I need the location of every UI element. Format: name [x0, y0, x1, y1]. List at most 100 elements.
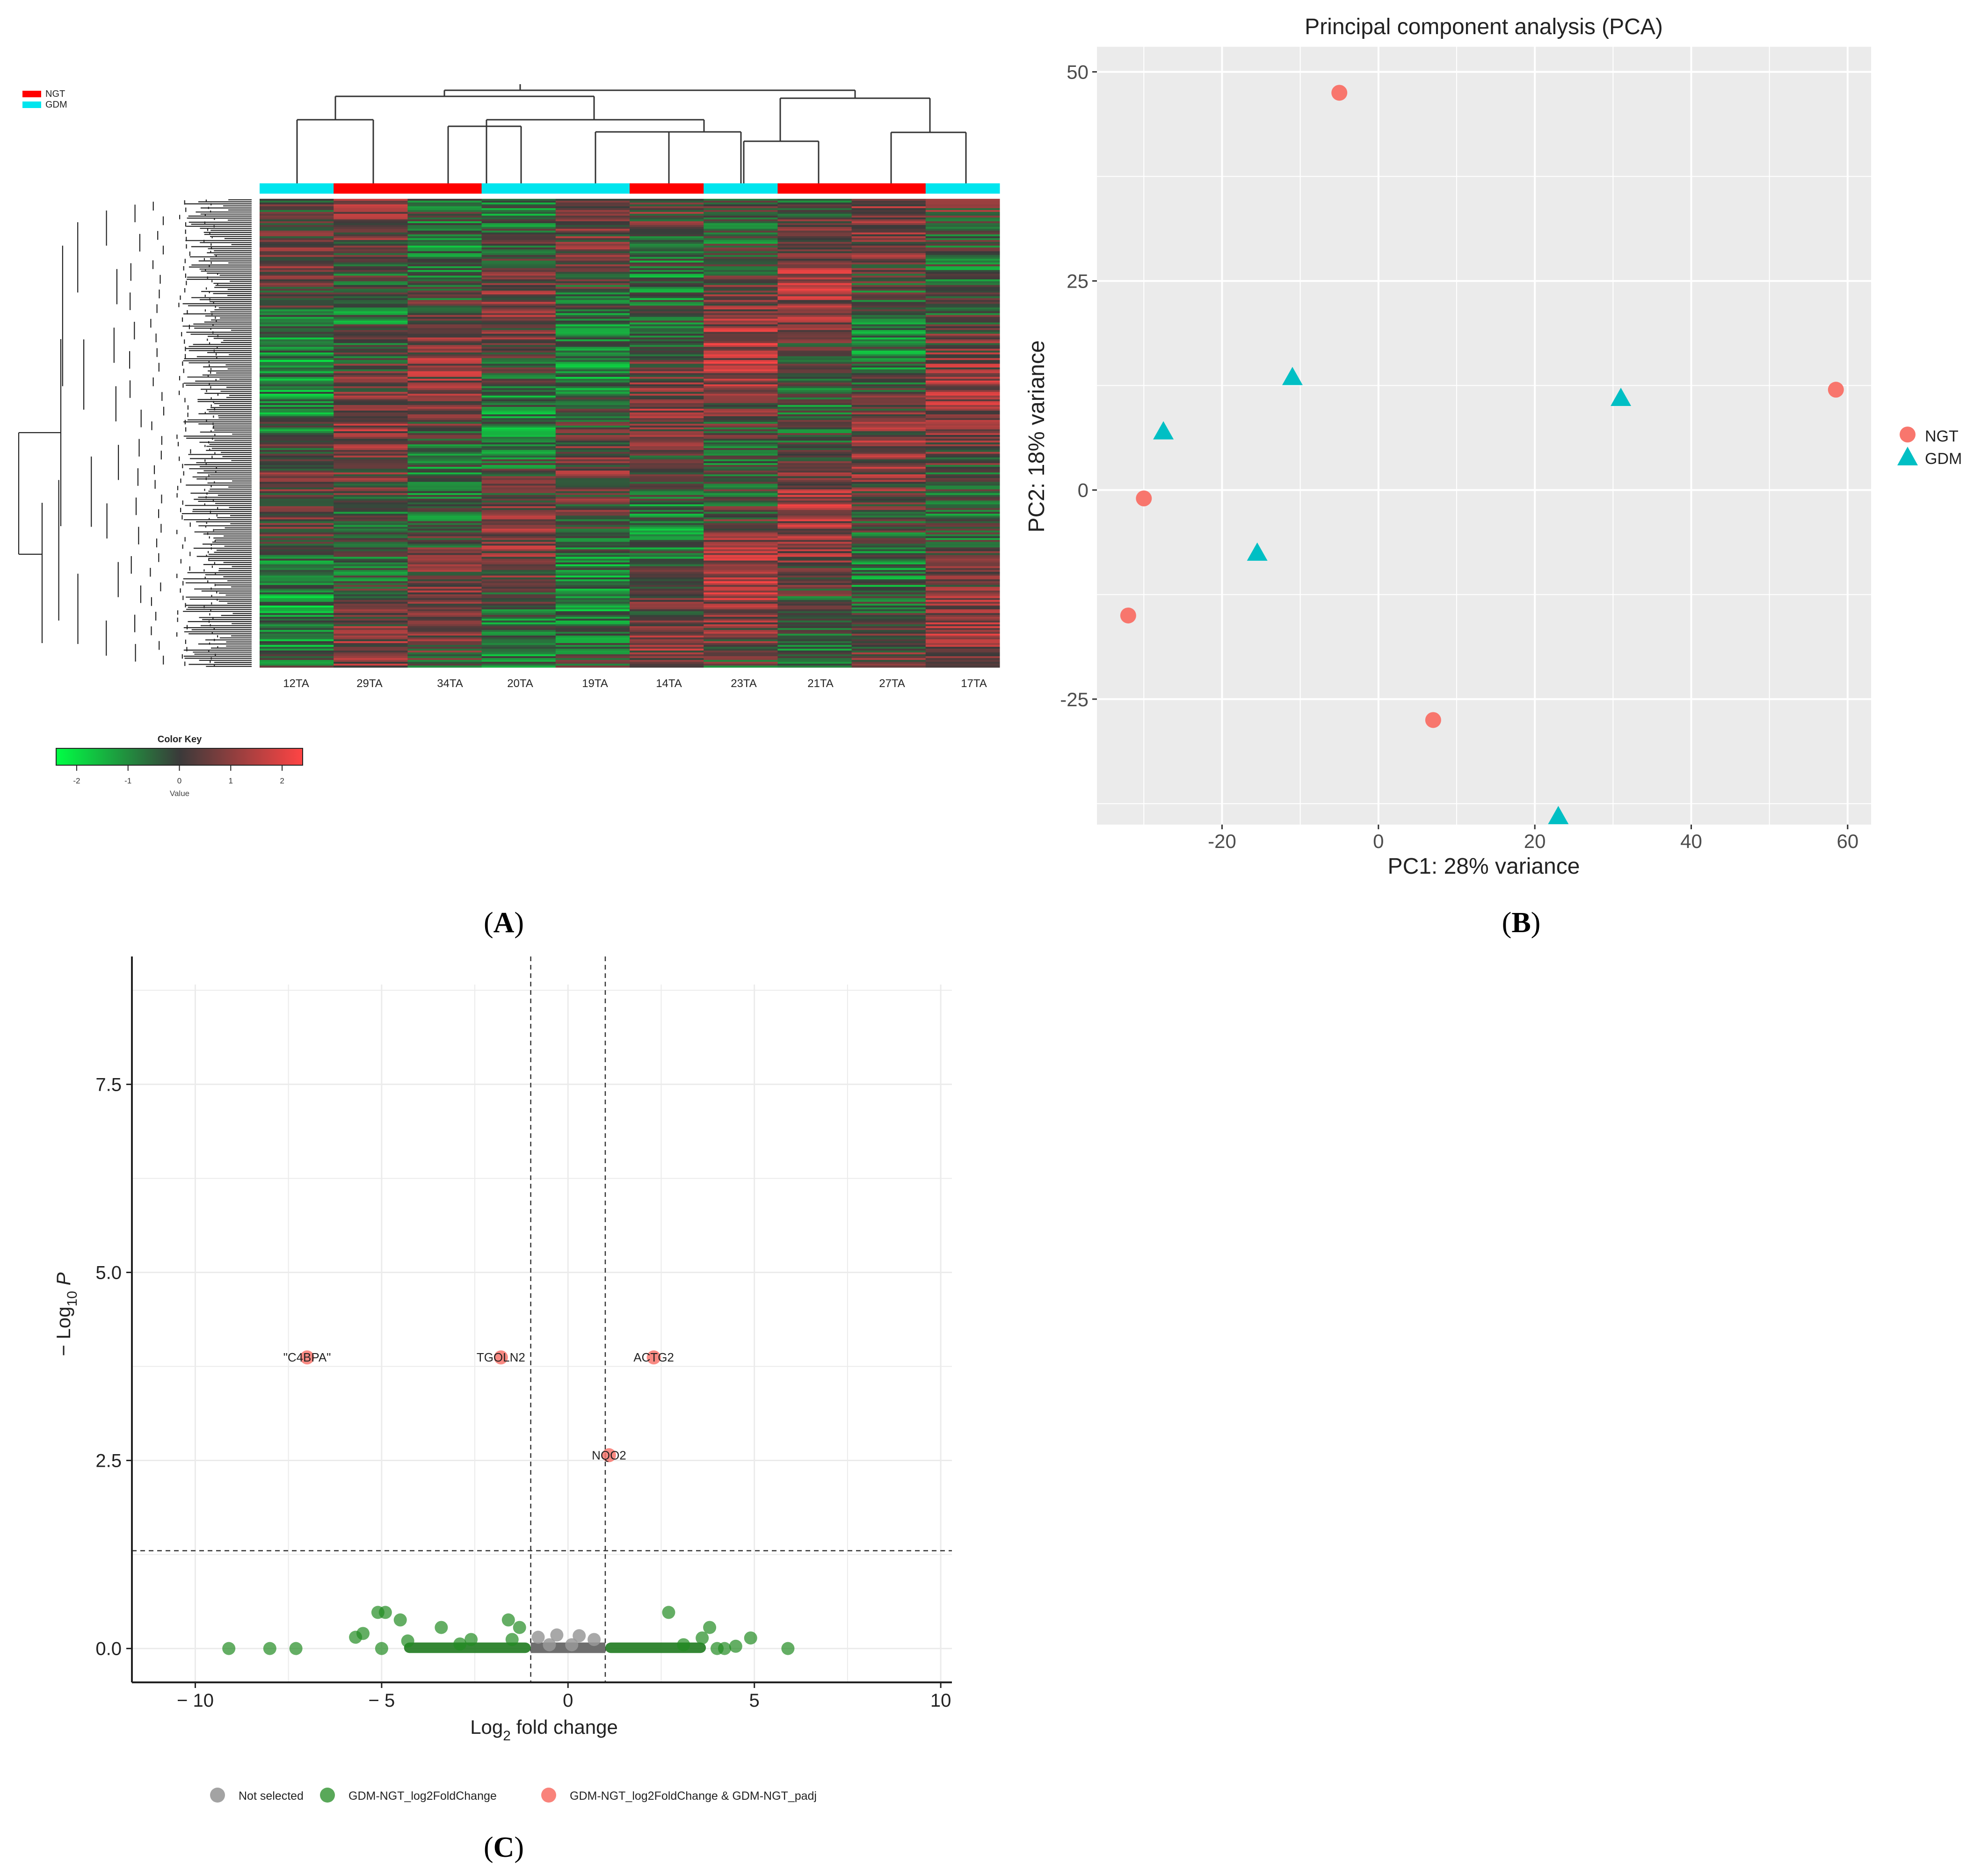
heatmap-cell	[260, 287, 334, 289]
heatmap-cell	[481, 500, 556, 503]
heatmap-cell	[407, 485, 482, 488]
heatmap-cell	[407, 268, 482, 270]
heatmap-cell	[925, 467, 1000, 469]
heatmap-cell	[334, 579, 408, 582]
heatmap-cell	[481, 369, 556, 372]
heatmap-cell	[334, 471, 408, 473]
heatmap-cell	[630, 335, 704, 338]
heatmap-cell	[260, 397, 334, 400]
heatmap-cell	[334, 371, 408, 374]
heatmap-cell	[630, 532, 704, 535]
heatmap-cell	[481, 371, 556, 374]
heatmap-cell	[481, 242, 556, 244]
heatmap-cell	[260, 427, 334, 430]
heatmap-cell	[334, 628, 408, 630]
heatmap-cell	[630, 646, 704, 649]
heatmap-cell	[334, 573, 408, 576]
heatmap-cell	[630, 639, 704, 642]
heatmap-cell	[630, 360, 704, 362]
heatmap-cell	[481, 587, 556, 589]
heatmap-cell	[260, 607, 334, 610]
heatmap-cell	[925, 461, 1000, 464]
heatmap-cell	[334, 521, 408, 523]
heatmap-cell	[555, 433, 630, 435]
heatmap-cell	[407, 615, 482, 617]
heatmap-cell	[925, 566, 1000, 569]
sample-label: 14TA	[656, 677, 682, 690]
heatmap-cell	[260, 519, 334, 522]
heatmap-cell	[407, 324, 482, 327]
heatmap-cell	[925, 538, 1000, 540]
heatmap-cell	[925, 285, 1000, 287]
heatmap-cell	[777, 324, 852, 327]
heatmap-cell	[704, 459, 778, 462]
heatmap-cell	[260, 635, 334, 638]
pca-point-gdm	[1548, 806, 1569, 825]
heatmap-cell	[481, 560, 556, 563]
heatmap-cell	[851, 275, 926, 278]
heatmap-cell	[630, 504, 704, 507]
heatmap-cell	[704, 487, 778, 490]
heatmap-cell	[407, 573, 482, 576]
heatmap-cell	[630, 506, 704, 508]
heatmap-cell	[481, 363, 556, 366]
heatmap-cell	[704, 515, 778, 518]
heatmap-cell	[555, 620, 630, 623]
legend-marker-ngt	[1900, 427, 1916, 442]
heatmap-cell	[704, 530, 778, 533]
heatmap-cell	[704, 341, 778, 344]
heatmap-cell	[481, 448, 556, 450]
heatmap-cell	[481, 538, 556, 540]
heatmap-cell	[334, 553, 408, 556]
heatmap-cell	[555, 214, 630, 216]
heatmap-cell	[630, 343, 704, 346]
heatmap-cell	[481, 294, 556, 297]
heatmap-cell	[334, 369, 408, 372]
heatmap-cell	[630, 283, 704, 285]
heatmap-cell	[407, 439, 482, 441]
heatmap-cell	[777, 302, 852, 304]
heatmap-cell	[481, 579, 556, 582]
heatmap-cell	[925, 427, 1000, 430]
heatmap-cell	[334, 362, 408, 364]
heatmap-cell	[851, 369, 926, 372]
heatmap-cell	[777, 405, 852, 407]
heatmap-cell	[777, 626, 852, 629]
heatmap-cell	[481, 307, 556, 310]
heatmap-cell	[630, 290, 704, 293]
heatmap-cell	[555, 536, 630, 538]
heatmap-cell	[630, 216, 704, 218]
heatmap-cell	[481, 620, 556, 623]
heatmap-cell	[630, 332, 704, 334]
heatmap-cell	[555, 457, 630, 460]
heatmap-cell	[260, 395, 334, 398]
heatmap-cell	[481, 208, 556, 210]
heatmap-cell	[925, 534, 1000, 536]
heatmap-cell	[851, 345, 926, 348]
heatmap-cell	[334, 444, 408, 447]
heatmap-cell	[481, 581, 556, 584]
heatmap-cell	[407, 452, 482, 454]
heatmap-cell	[555, 259, 630, 261]
heatmap-cell	[334, 431, 408, 434]
heatmap-cell	[407, 283, 482, 285]
heatmap-cell	[851, 609, 926, 612]
heatmap-cell	[481, 588, 556, 591]
heatmap-cell	[334, 588, 408, 591]
heatmap-cell	[925, 615, 1000, 617]
heatmap-cell	[851, 579, 926, 582]
heatmap-cell	[260, 281, 334, 283]
heatmap-cell	[334, 476, 408, 478]
heatmap-cell	[260, 583, 334, 586]
heatmap-cell	[630, 388, 704, 391]
heatmap-cell	[334, 587, 408, 589]
heatmap-cell	[407, 575, 482, 578]
heatmap-cell	[555, 545, 630, 548]
heatmap-cell	[925, 337, 1000, 340]
heatmap-cell	[851, 262, 926, 265]
heatmap-cell	[481, 427, 556, 430]
heatmap-cell	[777, 369, 852, 372]
heatmap-cell	[260, 384, 334, 387]
heatmap-cell	[407, 529, 482, 531]
